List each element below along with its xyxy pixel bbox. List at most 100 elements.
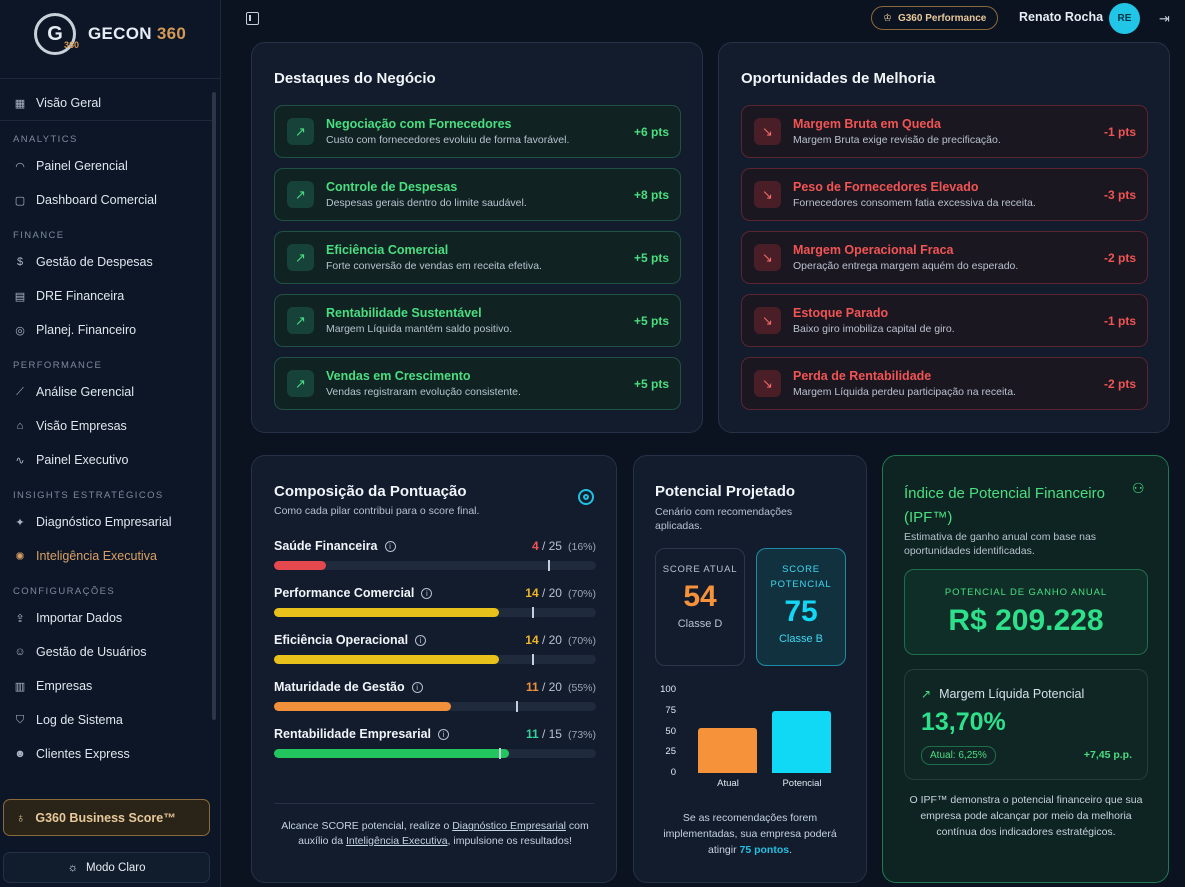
info-icon[interactable]: i bbox=[415, 634, 427, 646]
pillar-progress-track bbox=[274, 560, 596, 571]
nav-importar-dados[interactable]: ⇪ Importar Dados bbox=[0, 601, 212, 635]
nav-planej-financeiro[interactable]: ◎ Planej. Financeiro bbox=[0, 313, 212, 347]
composicao-footer: Alcance SCORE potencial, realize o Diagn… bbox=[274, 819, 596, 849]
inteligencia-link[interactable]: Inteligência Executiva bbox=[345, 835, 448, 847]
destaques-item[interactable]: ↗ Vendas em Crescimento Vendas registraram… bbox=[274, 357, 681, 410]
item-text: Controle de Despesas Despesas gerais dent… bbox=[326, 180, 634, 209]
target-icon: ◎ bbox=[15, 324, 25, 337]
pillar-percent: (16%) bbox=[567, 541, 596, 553]
sidebar-scrollbar[interactable] bbox=[212, 92, 216, 720]
pillar-name: Maturidade de Gestão bbox=[274, 680, 405, 694]
pillar-score-max: / 25 bbox=[541, 539, 562, 553]
grid-icon: ▦ bbox=[14, 97, 26, 110]
pillar-row: Eficiência Operacional i 14 / 20 (70%) bbox=[274, 632, 596, 665]
info-icon[interactable]: i bbox=[438, 728, 450, 740]
pillar-percent: (73%) bbox=[567, 729, 596, 741]
logout-icon[interactable]: ⇥ bbox=[1159, 11, 1170, 26]
oportunidades-item[interactable]: ↘ Margem Operacional Fraca Operação entreg… bbox=[741, 231, 1148, 284]
bar-atual bbox=[698, 728, 757, 773]
trending-up-icon: ↗ bbox=[921, 687, 932, 701]
business-score-button[interactable]: ♁ G360 Business Score™ bbox=[3, 799, 210, 836]
performance-badge[interactable]: ♔ G360 Performance bbox=[871, 6, 999, 30]
pillar-progress-fill bbox=[274, 702, 452, 711]
card-subtitle: Cenário com recomendações aplicadas. bbox=[655, 506, 793, 532]
ipf-footer: O IPF™ demonstra o potencial financeiro … bbox=[909, 794, 1143, 838]
ipf-title: Índice de Potencial Financeiro (IPF™) bbox=[904, 485, 1105, 526]
user-plus-icon: ☻ bbox=[14, 748, 26, 760]
nav-gestao-usuarios[interactable]: ☺ Gestão de Usuários bbox=[0, 635, 212, 669]
destaques-card: Destaques do Negócio ↗ Negociação com For… bbox=[251, 42, 703, 433]
oportunidades-item[interactable]: ↘ Margem Bruta em Queda Margem Bruta exige… bbox=[741, 105, 1148, 158]
coins-icon[interactable]: ⚇ bbox=[1132, 480, 1145, 496]
arrow-up-right-icon: ↗ bbox=[287, 181, 314, 208]
section-insights: INSIGHTS ESTRATÉGICOS bbox=[13, 490, 164, 501]
activity-icon: ∿ bbox=[15, 454, 25, 467]
collapse-sidebar-icon[interactable] bbox=[246, 12, 259, 25]
pillar-name: Rentabilidade Empresarial bbox=[274, 727, 432, 741]
destaques-item[interactable]: ↗ Rentabilidade Sustentável Margem Líquida… bbox=[274, 294, 681, 347]
brain-icon: ✺ bbox=[15, 550, 25, 563]
item-desc: Despesas gerais dentro do limite saudáve… bbox=[326, 197, 527, 209]
building-icon: ▥ bbox=[14, 680, 26, 693]
item-points: +6 pts bbox=[633, 124, 669, 139]
card-title: Destaques do Negócio bbox=[274, 70, 436, 87]
pillar-progress-fill bbox=[274, 655, 500, 664]
section-analytics: ANALYTICS bbox=[13, 134, 78, 145]
ipf-subtitle: Estimativa de ganho anual com base nas o… bbox=[904, 531, 1097, 557]
info-icon[interactable]: i bbox=[384, 540, 396, 552]
item-desc: Margem Bruta exige revisão de precificaç… bbox=[793, 134, 1001, 146]
bar-potencial bbox=[772, 710, 831, 773]
info-icon[interactable]: i bbox=[421, 587, 433, 599]
nav-visao-geral[interactable]: ▦ Visão Geral bbox=[0, 86, 212, 120]
avatar[interactable]: RE bbox=[1109, 3, 1140, 34]
oportunidades-item[interactable]: ↘ Estoque Parado Baixo giro imobiliza capi… bbox=[741, 294, 1148, 347]
nav-painel-executivo[interactable]: ∿ Painel Executivo bbox=[0, 443, 212, 477]
y-tick-label: 100 bbox=[660, 684, 676, 695]
badge-label: G360 Performance bbox=[897, 12, 987, 24]
footer-highlight: 75 pontos bbox=[739, 844, 790, 856]
pillar-target-marker bbox=[531, 607, 534, 618]
score-atual-box: SCORE ATUAL 54 Classe D bbox=[655, 548, 745, 666]
nav-diagnostico[interactable]: ✦ Diagnóstico Empresarial bbox=[0, 505, 212, 539]
card-title: Oportunidades de Melhoria bbox=[741, 70, 936, 87]
nav-dashboard-comercial[interactable]: ▢ Dashboard Comercial bbox=[0, 183, 212, 217]
item-points: +5 pts bbox=[633, 250, 669, 265]
nav-label: Log de Sistema bbox=[36, 713, 123, 727]
gauge-icon: ◠ bbox=[15, 160, 25, 173]
nav-visao-empresas[interactable]: ⌂ Visão Empresas bbox=[0, 409, 212, 443]
nav-label: Diagnóstico Empresarial bbox=[36, 515, 172, 529]
diagnostico-link[interactable]: Diagnóstico Empresarial bbox=[452, 820, 567, 832]
destaques-item[interactable]: ↗ Negociação com Fornecedores Custo com fo… bbox=[274, 105, 681, 158]
info-icon[interactable]: i bbox=[411, 681, 423, 693]
arrow-down-right-icon: ↘ bbox=[754, 244, 781, 271]
nav-inteligencia-executiva[interactable]: ✺ Inteligência Executiva bbox=[0, 539, 212, 573]
nav-painel-gerencial[interactable]: ◠ Painel Gerencial bbox=[0, 149, 212, 183]
footer-text: Se as recomendações forem implementadas,… bbox=[663, 812, 837, 856]
sidebar-divider bbox=[0, 78, 220, 79]
oportunidades-item[interactable]: ↘ Perda de Rentabilidade Margem Líquida pe… bbox=[741, 357, 1148, 410]
nav-label: Planej. Financeiro bbox=[36, 323, 137, 337]
pillar-score-max: / 20 bbox=[541, 633, 562, 647]
pillar-target-marker bbox=[547, 560, 550, 571]
pillar-name: Performance Comercial bbox=[274, 586, 415, 600]
user-name: Renato Rocha bbox=[1019, 10, 1104, 24]
item-points: +5 pts bbox=[633, 376, 669, 391]
nav-gestao-despesas[interactable]: $ Gestão de Despesas bbox=[0, 245, 212, 279]
theme-toggle-button[interactable]: ☼ Modo Claro bbox=[3, 852, 210, 883]
nav-analise-gerencial[interactable]: ⟋ Análise Gerencial bbox=[0, 375, 212, 409]
nav-clientes-express[interactable]: ☻ Clientes Express bbox=[0, 737, 212, 771]
brand-logo[interactable]: G 360 GECON 360 bbox=[34, 13, 186, 55]
nav-dre-financeira[interactable]: ▤ DRE Financeira bbox=[0, 279, 212, 313]
target-icon[interactable] bbox=[578, 489, 594, 505]
nav-empresas[interactable]: ▥ Empresas bbox=[0, 669, 212, 703]
item-title: Rentabilidade Sustentável bbox=[326, 306, 482, 320]
destaques-item[interactable]: ↗ Controle de Despesas Despesas gerais den… bbox=[274, 168, 681, 221]
destaques-item[interactable]: ↗ Eficiência Comercial Forte conversão de … bbox=[274, 231, 681, 284]
nav-log-sistema[interactable]: ⛉ Log de Sistema bbox=[0, 703, 212, 737]
oportunidades-item[interactable]: ↘ Peso de Fornecedores Elevado Fornecedore… bbox=[741, 168, 1148, 221]
topbar: ♔ G360 Performance Renato Rocha RE ⇥ bbox=[221, 0, 1185, 38]
score-potencial-box: SCORE POTENCIAL 75 Classe B bbox=[756, 548, 846, 666]
arrow-down-right-icon: ↘ bbox=[754, 370, 781, 397]
award-icon: ♁ bbox=[16, 810, 26, 825]
item-desc: Forte conversão de vendas em receita efe… bbox=[326, 260, 542, 272]
